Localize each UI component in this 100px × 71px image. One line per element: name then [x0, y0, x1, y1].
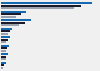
- Bar: [1, 36, 10, 38]
- Bar: [1, 47, 7, 49]
- Bar: [1, 58, 6, 60]
- Bar: [1, 7, 74, 9]
- Bar: [1, 24, 19, 26]
- Bar: [1, 56, 6, 58]
- Bar: [1, 39, 8, 41]
- Bar: [1, 67, 3, 69]
- Bar: [1, 13, 21, 15]
- Bar: [1, 22, 25, 24]
- Bar: [1, 5, 81, 7]
- Bar: [1, 2, 92, 4]
- Bar: [1, 62, 6, 64]
- Bar: [1, 16, 16, 18]
- Bar: [1, 30, 10, 32]
- Bar: [1, 50, 6, 52]
- Bar: [1, 33, 8, 35]
- Bar: [1, 28, 12, 30]
- Bar: [1, 11, 26, 13]
- Bar: [1, 53, 8, 55]
- Bar: [1, 64, 4, 66]
- Bar: [1, 19, 31, 21]
- Bar: [1, 41, 6, 43]
- Bar: [1, 45, 9, 47]
